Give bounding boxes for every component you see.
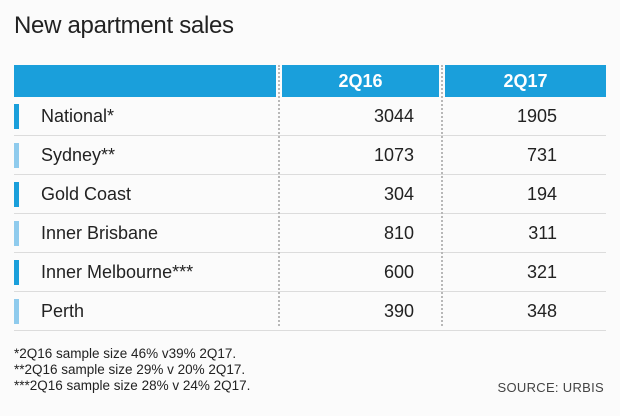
table-header: 2Q16 2Q17 <box>14 65 606 97</box>
value-2q16: 3044 <box>373 106 414 126</box>
row-accent-bar <box>14 260 19 285</box>
row-accent-bar <box>14 143 19 168</box>
table-row: Inner Brisbane 810 311 <box>14 214 606 253</box>
footnote: ***2Q16 sample size 28% v 24% 2Q17. <box>14 378 251 393</box>
row-label: Gold Coast <box>41 184 132 204</box>
value-2q17: 731 <box>526 145 557 165</box>
header-2q16: 2Q16 <box>282 65 439 97</box>
row-accent-bar <box>14 299 19 324</box>
footnotes: *2Q16 sample size 46% v39% 2Q17. **2Q16 … <box>14 346 250 394</box>
row-label: Perth <box>41 301 85 321</box>
row-label: Sydney** <box>41 145 116 165</box>
chart-title: New apartment sales <box>14 12 234 39</box>
table-row: Sydney** 1073 731 <box>14 136 606 175</box>
column-divider <box>441 65 443 326</box>
table-row: Gold Coast 304 194 <box>14 175 606 214</box>
value-2q17: 194 <box>526 184 557 204</box>
source-note: SOURCE: URBIS <box>497 380 604 395</box>
row-accent-bar <box>14 221 19 246</box>
value-2q17: 311 <box>528 223 557 243</box>
value-2q16: 390 <box>383 301 414 321</box>
table-body: National* 3044 1905 Sydney** 1073 731 Gold Coa… <box>14 97 606 331</box>
sales-table: 2Q16 2Q17 National* 3044 1905 Sydney** 1073 7… <box>14 65 606 331</box>
row-label: Inner Brisbane <box>41 223 159 243</box>
row-accent-bar <box>14 104 19 129</box>
footnote: **2Q16 sample size 29% v 20% 2Q17. <box>14 362 246 377</box>
value-2q16: 1073 <box>373 145 414 165</box>
table-row: Inner Melbourne*** 600 321 <box>14 253 606 292</box>
value-2q16: 600 <box>383 262 414 282</box>
header-label-cell <box>14 65 276 97</box>
value-2q16: 304 <box>383 184 414 204</box>
value-2q16: 810 <box>383 223 414 243</box>
table-row: National* 3044 1905 <box>14 97 606 136</box>
table-row: Perth 390 348 <box>14 292 606 331</box>
row-label: National* <box>41 106 115 126</box>
value-2q17: 321 <box>526 262 557 282</box>
row-accent-bar <box>14 182 19 207</box>
row-label: Inner Melbourne*** <box>41 262 194 282</box>
header-2q17: 2Q17 <box>445 65 606 97</box>
value-2q17: 1905 <box>516 106 557 126</box>
column-divider <box>278 65 280 326</box>
footnote: *2Q16 sample size 46% v39% 2Q17. <box>14 346 237 361</box>
value-2q17: 348 <box>526 301 557 321</box>
